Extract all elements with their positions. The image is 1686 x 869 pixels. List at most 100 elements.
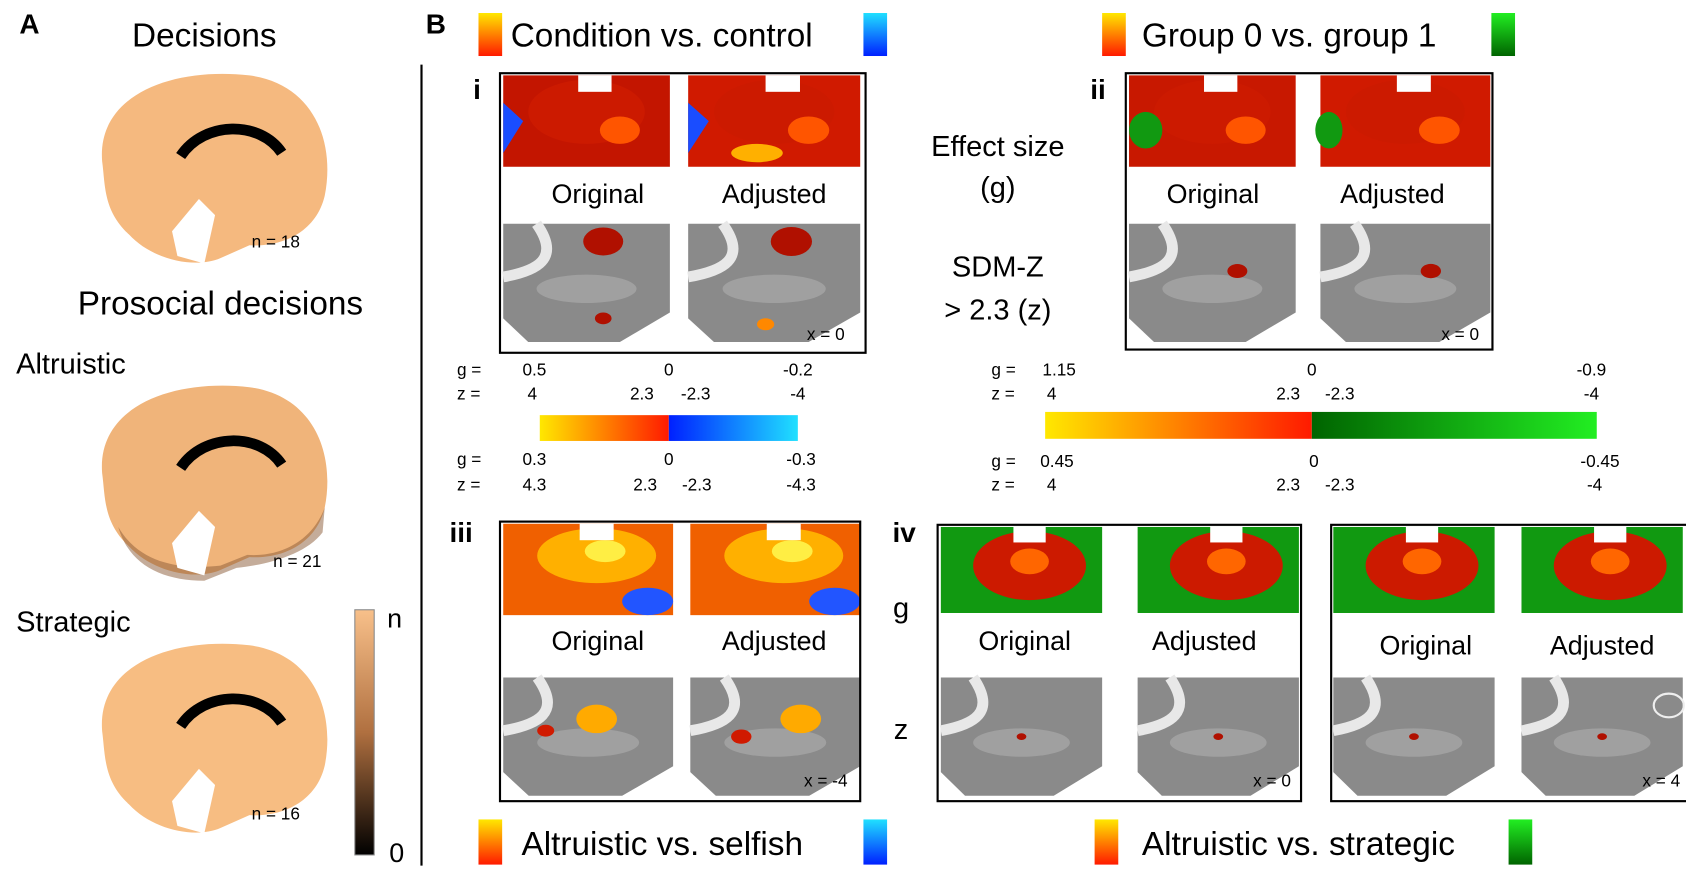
hole	[1013, 527, 1045, 542]
legend-swatch	[1491, 13, 1515, 56]
scale-label: z =	[457, 475, 480, 495]
scale-value: -2.3	[682, 475, 712, 495]
hole	[1397, 75, 1431, 91]
scale-value: -4	[790, 383, 806, 403]
activation-blob	[731, 144, 783, 162]
activation-blob	[772, 540, 813, 562]
image-label: Adjusted	[1550, 630, 1655, 660]
scale-value: 0	[664, 449, 674, 469]
scale-value: -0.9	[1577, 360, 1607, 380]
coord-label: x = -4	[804, 770, 848, 790]
scale-value: 2.3	[633, 475, 657, 495]
row-label: g	[893, 592, 909, 624]
row-label: Effect size	[931, 131, 1064, 163]
activation-blob	[1129, 112, 1162, 149]
mri-detail	[537, 275, 637, 303]
subpanel-label: i	[473, 74, 481, 105]
scale-value: 0.5	[522, 360, 546, 380]
hole	[578, 75, 611, 91]
activation-blob	[622, 588, 673, 615]
label: Strategic	[16, 606, 131, 638]
coord-label: x = 0	[807, 324, 845, 344]
hole	[1594, 527, 1626, 542]
coord-label: x = 4	[1642, 770, 1680, 790]
scale-label: g =	[457, 360, 481, 380]
scale-value: 2.3	[1276, 475, 1300, 495]
row-label: SDM-Z	[952, 252, 1044, 284]
scale-label: z =	[457, 383, 480, 403]
coord-label: x = 0	[1253, 770, 1291, 790]
scale-value: -0.2	[783, 360, 813, 380]
coord-label: x = 0	[1441, 324, 1479, 344]
activation-spot	[583, 227, 623, 255]
colorbar-label: n	[387, 604, 402, 634]
colorbar	[1045, 412, 1312, 439]
colorbar-label: 0	[389, 838, 404, 868]
hole	[1406, 527, 1438, 542]
scale-value: 0.45	[1040, 451, 1073, 471]
n-label: n = 21	[273, 551, 321, 571]
scale-value: -2.3	[1325, 475, 1355, 495]
image-label: Adjusted	[722, 179, 827, 209]
scale-value: -4	[1584, 383, 1600, 403]
hole	[1210, 527, 1242, 542]
activation-blob	[788, 116, 829, 143]
activation-blob	[1403, 548, 1442, 574]
scale-value: 4	[1047, 475, 1057, 495]
legend-swatch	[478, 819, 502, 864]
subpanel-label: ii	[1090, 74, 1106, 105]
image-label: Adjusted	[1340, 179, 1445, 209]
activation-spot	[771, 227, 812, 256]
activation-spot	[731, 730, 751, 744]
image-label: Original	[978, 626, 1071, 656]
legend-text: Altruistic vs. selfish	[521, 826, 802, 863]
scale-label: z =	[991, 475, 1014, 495]
scale-label: g =	[991, 451, 1015, 471]
activation-blob	[809, 588, 860, 615]
scale-value: 4.3	[522, 475, 546, 495]
legend-swatch	[863, 13, 887, 56]
scale-value: -2.3	[1325, 383, 1355, 403]
mri-detail	[973, 728, 1070, 756]
activation-spot	[537, 725, 554, 737]
activation-blob	[585, 540, 626, 562]
legend-swatch	[1509, 819, 1533, 864]
mri-detail	[1162, 275, 1262, 303]
scale-value: 2.3	[1276, 383, 1300, 403]
panel-label: B	[426, 8, 446, 39]
image-label: Original	[1379, 630, 1472, 660]
figure: A Decisions n = 18 Prosocial decisions A…	[0, 0, 1686, 869]
colorbar	[669, 415, 798, 441]
n-label: n = 18	[252, 232, 300, 252]
scale-label: g =	[991, 360, 1015, 380]
legend-swatch	[1102, 13, 1126, 56]
scale-value: 4	[1047, 383, 1057, 403]
legend-swatch	[863, 819, 887, 864]
legend-swatch	[1095, 819, 1119, 864]
mri-detail	[1554, 728, 1651, 756]
subtitle: Prosocial decisions	[78, 285, 363, 322]
legend-swatch	[478, 13, 502, 56]
activation-spot	[595, 313, 612, 325]
image-label: Original	[552, 179, 645, 209]
scale-value: 0	[1307, 360, 1317, 380]
colorbar	[1312, 412, 1597, 439]
image-label: Adjusted	[722, 626, 827, 656]
image-label: Adjusted	[1152, 626, 1257, 656]
activation-blob	[1226, 116, 1266, 143]
activation-blob	[1419, 116, 1460, 143]
row-label: (g)	[980, 172, 1015, 204]
activation-spot	[1227, 264, 1247, 278]
activation-spot	[1017, 733, 1027, 740]
activation-blob	[1207, 548, 1246, 574]
activation-spot	[1409, 733, 1419, 740]
hole	[767, 524, 801, 540]
mri-detail	[1354, 275, 1456, 303]
activation-blob	[1591, 548, 1630, 574]
activation-spot	[780, 705, 821, 734]
activation-blob	[1315, 112, 1342, 149]
scale-label: g =	[457, 449, 481, 469]
hole	[766, 75, 800, 91]
image-label: Original	[1167, 179, 1260, 209]
legend-text: Condition vs. control	[511, 18, 813, 55]
